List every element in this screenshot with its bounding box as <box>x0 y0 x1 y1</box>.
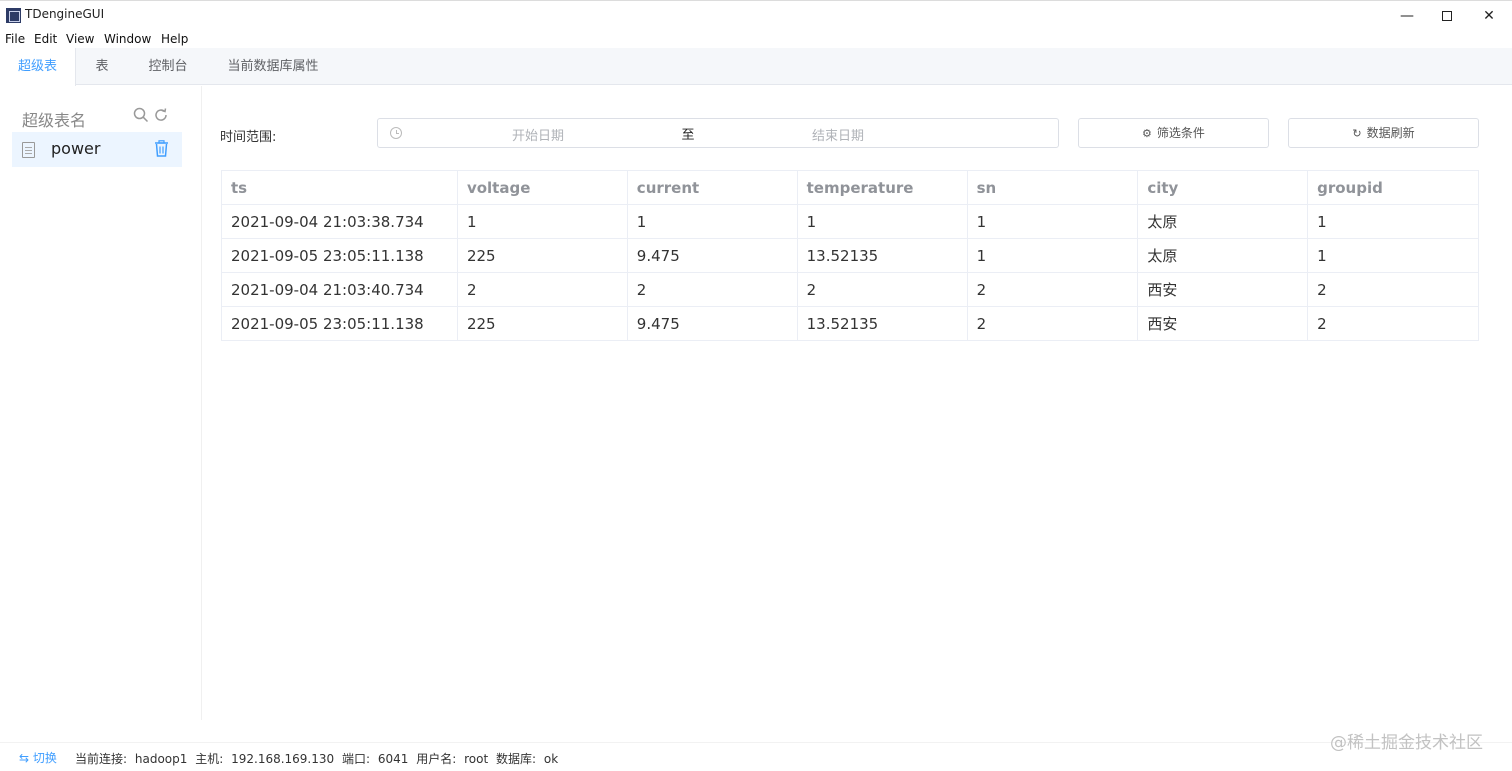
tab-bar: 超级表 表 控制台 当前数据库属性 <box>0 48 1512 86</box>
refresh-icon: ↻ <box>1352 127 1362 140</box>
table-cell: 2021-09-04 21:03:38.734 <box>221 204 458 239</box>
menu-file[interactable]: File <box>5 32 26 46</box>
table-cell: 1 <box>1307 238 1479 273</box>
table-cell: 2 <box>456 272 628 307</box>
table-cell: 1 <box>456 204 628 239</box>
database-value: ok <box>543 752 559 766</box>
search-icon[interactable] <box>133 107 149 123</box>
table-cell: 9.475 <box>626 238 798 273</box>
filter-conditions-button[interactable]: ⚙ 筛选条件 <box>1078 118 1269 148</box>
start-date-input[interactable]: 开始日期 <box>511 129 564 144</box>
date-range-separator: 至 <box>681 128 695 143</box>
tab-table[interactable]: 表 <box>95 59 109 74</box>
column-header[interactable]: sn <box>966 170 1139 205</box>
sidebar: 超级表名 power <box>0 86 202 720</box>
connection-value: hadoop1 <box>134 752 188 766</box>
sidebar-title: 超级表名 <box>22 111 87 130</box>
table-cell: 太原 <box>1137 204 1309 239</box>
refresh-data-button[interactable]: ↻ 数据刷新 <box>1288 118 1479 148</box>
maximize-icon <box>1442 11 1452 21</box>
table-cell: 2 <box>1307 272 1479 307</box>
menu-view[interactable]: View <box>66 32 95 46</box>
column-header[interactable]: temperature <box>796 170 968 205</box>
app-logo-icon <box>6 8 21 23</box>
table-cell: 1 <box>966 238 1139 273</box>
port-label: 端口: <box>341 752 371 766</box>
host-value: 192.168.169.130 <box>231 752 335 766</box>
table-cell: 1 <box>796 204 968 239</box>
refresh-data-label: 数据刷新 <box>1366 126 1415 140</box>
column-header[interactable]: voltage <box>456 170 628 205</box>
table-cell: 1 <box>1307 204 1479 239</box>
host-label: 主机: <box>195 752 224 766</box>
database-label: 数据库: <box>496 752 537 766</box>
filter-conditions-label: 筛选条件 <box>1156 126 1205 140</box>
table-cell: 2 <box>1307 306 1479 341</box>
date-range-picker[interactable]: 开始日期 至 结束日期 <box>377 118 1059 148</box>
table-cell: 1 <box>626 204 798 239</box>
table-cell: 西安 <box>1137 272 1309 307</box>
port-value: 6041 <box>377 752 409 766</box>
data-table: ts voltage current temperature sn city g… <box>221 170 1479 341</box>
sidebar-item-label: power <box>51 139 101 158</box>
table-cell: 2021-09-05 23:05:11.138 <box>221 306 458 341</box>
table-cell: 13.52135 <box>796 238 968 273</box>
watermark: @稀土掘金技术社区 <box>1330 733 1483 753</box>
column-header[interactable]: groupid <box>1307 170 1479 205</box>
table-header-row: ts voltage current temperature sn city g… <box>221 170 1479 205</box>
clock-icon <box>390 127 402 139</box>
table-cell: 西安 <box>1137 306 1309 341</box>
close-button[interactable]: ✕ <box>1483 8 1495 24</box>
column-header[interactable]: current <box>626 170 798 205</box>
table-cell: 2021-09-04 21:03:40.734 <box>221 272 458 307</box>
switch-connection-button[interactable]: ⇆ 切换 <box>19 751 57 765</box>
table-cell: 9.475 <box>626 306 798 341</box>
connection-label: 当前连接: <box>75 752 128 766</box>
menu-help[interactable]: Help <box>161 32 189 46</box>
column-header[interactable]: city <box>1137 170 1309 205</box>
document-icon <box>22 142 35 158</box>
table-cell: 2021-09-05 23:05:11.138 <box>221 238 458 273</box>
sidebar-item-power[interactable]: power <box>12 132 182 167</box>
minimize-button[interactable]: — <box>1400 8 1414 24</box>
table-cell: 2 <box>966 306 1139 341</box>
gear-icon: ⚙ <box>1142 127 1152 140</box>
table-row[interactable]: 2021-09-04 21:03:38.734 1 1 1 1 太原 1 <box>221 204 1479 239</box>
column-header[interactable]: ts <box>221 170 458 205</box>
tab-super-table[interactable]: 超级表 <box>0 48 76 86</box>
user-label: 用户名: <box>416 752 457 766</box>
user-value: root <box>464 752 489 766</box>
table-cell: 225 <box>456 306 628 341</box>
table-cell: 2 <box>796 272 968 307</box>
table-cell: 太原 <box>1137 238 1309 273</box>
tab-console[interactable]: 控制台 <box>148 59 188 74</box>
maximize-button[interactable] <box>1424 1 1470 31</box>
table-row[interactable]: 2021-09-04 21:03:40.734 2 2 2 2 西安 2 <box>221 272 1479 307</box>
status-bar: ⇆ 切换 当前连接: hadoop1 主机: 192.168.169.130 端… <box>0 742 1512 771</box>
menu-window[interactable]: Window <box>104 32 152 46</box>
table-row[interactable]: 2021-09-05 23:05:11.138 225 9.475 13.521… <box>221 238 1479 273</box>
delete-icon[interactable] <box>154 140 169 157</box>
table-row[interactable]: 2021-09-05 23:05:11.138 225 9.475 13.521… <box>221 306 1479 341</box>
table-cell: 2 <box>626 272 798 307</box>
table-cell: 2 <box>966 272 1139 307</box>
menu-edit[interactable]: Edit <box>34 32 58 46</box>
table-cell: 1 <box>966 204 1139 239</box>
end-date-input[interactable]: 结束日期 <box>811 129 864 144</box>
table-cell: 225 <box>456 238 628 273</box>
tab-db-properties[interactable]: 当前数据库属性 <box>227 59 319 74</box>
connection-info: 当前连接: hadoop1 主机: 192.168.169.130 端口: 60… <box>75 750 562 767</box>
window-title: TDengineGUI <box>25 7 105 21</box>
refresh-icon[interactable] <box>153 107 169 123</box>
title-bar: TDengineGUI — ✕ <box>0 0 1512 30</box>
table-cell: 13.52135 <box>796 306 968 341</box>
time-range-label: 时间范围: <box>220 130 277 145</box>
